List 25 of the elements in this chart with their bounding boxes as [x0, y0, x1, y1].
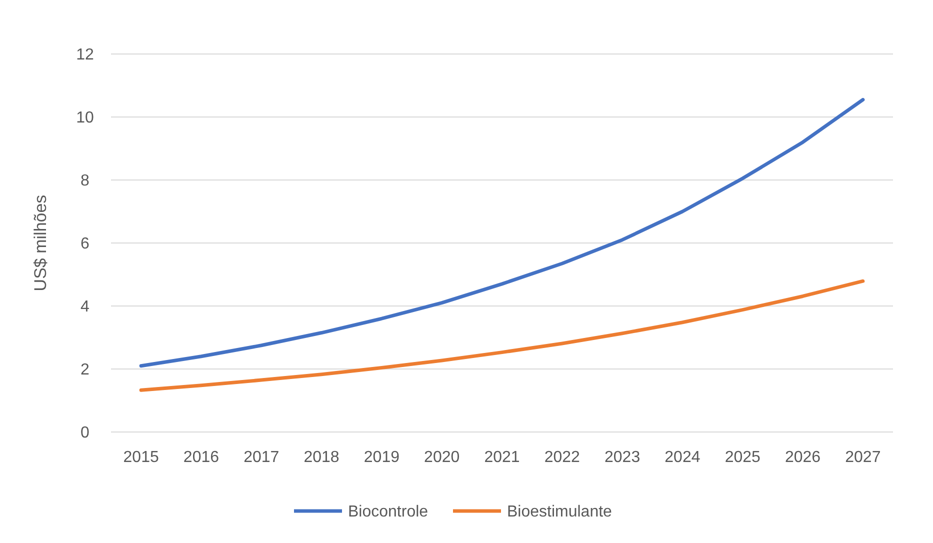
- line-series: [139, 279, 865, 392]
- x-tick-label: 2018: [304, 449, 340, 466]
- x-tick-label: 2024: [664, 449, 700, 466]
- y-tick-label: 12: [76, 46, 94, 64]
- y-tick-label: 2: [80, 362, 90, 379]
- x-tick-label: 2016: [183, 449, 220, 466]
- legend-label: Biocontrole: [348, 504, 428, 521]
- x-tick-label: 2020: [424, 449, 460, 466]
- x-tick-label: 2025: [724, 449, 761, 466]
- y-tick-label: 10: [76, 110, 94, 127]
- y-tick-label: 4: [80, 298, 90, 316]
- x-tick-label: 2022: [544, 449, 580, 466]
- y-tick-label: 6: [80, 236, 90, 253]
- x-tick-label: 2026: [784, 449, 821, 466]
- x-tick-label: 2019: [364, 449, 400, 466]
- legend-label: Bioestimulante: [507, 504, 612, 521]
- y-tick-label: 8: [80, 172, 90, 190]
- line-series: [139, 98, 865, 368]
- x-tick-label: 2017: [244, 449, 280, 466]
- x-tick-label: 2023: [604, 449, 640, 466]
- x-tick-label: 2027: [845, 449, 881, 466]
- y-tick-label: 0: [80, 424, 90, 442]
- x-tick-label: 2021: [484, 449, 520, 466]
- x-tick-label: 2015: [123, 449, 159, 466]
- y-axis-title: US$ milhões: [31, 194, 50, 292]
